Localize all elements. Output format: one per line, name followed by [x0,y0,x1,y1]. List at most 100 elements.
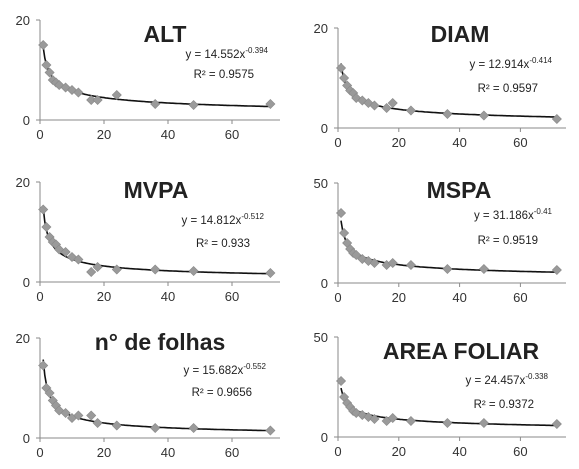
x-tick-label: 60 [225,445,239,460]
x-tick-label: 0 [36,445,43,460]
x-tick-label: 40 [161,127,175,142]
data-point [551,113,562,125]
r-squared-label: R² = 0.9372 [474,399,534,411]
data-point [442,108,453,120]
data-point [111,420,122,431]
chart-panel-3: 0 20 40 60 0 20 MVPA y = 14.812x-0.512 R² = 0.93… [16,175,280,304]
equation-base: y = 15.682x [184,365,244,377]
y-tick-label: 20 [314,21,328,36]
data-point [150,98,161,110]
data-point [265,425,276,436]
y-tick-label: 0 [23,431,30,446]
data-point [351,92,362,104]
r-squared-label: R² = 0.9575 [194,69,254,81]
data-point [478,263,489,275]
equation-label: y = 12.914x-0.414 [470,56,553,71]
x-tick-label: 60 [225,127,239,142]
data-point [44,67,55,78]
y-tick-label: 20 [16,331,30,346]
x-tick-label: 0 [36,289,43,304]
r-squared-label: R² = 0.9519 [478,235,538,247]
data-point [60,246,71,258]
chart-panel-5: 0 20 40 60 0 20 n° de folhas y = 15.682x-0.552 R… [16,329,280,460]
y-tick-label: 20 [16,175,30,190]
chart-title: DIAM [431,21,490,47]
y-tick-label: 20 [16,13,30,28]
chart-panel-6: 0 20 40 60 0 50 AREA FOLIAR y = 24.457x-0.338 R²… [314,330,566,459]
data-point [60,407,71,419]
data-point [111,264,122,275]
data-point [188,265,199,277]
x-tick-label: 40 [161,445,175,460]
data-point [405,415,416,427]
x-tick-label: 40 [452,290,466,305]
x-tick-label: 60 [513,290,527,305]
data-point [387,412,398,424]
y-tick-label: 50 [314,330,328,345]
x-tick-label: 20 [97,289,111,304]
x-tick-label: 40 [161,289,175,304]
equation-base: y = 14.552x [186,49,246,61]
r-squared-label: R² = 0.9656 [192,387,252,399]
equation-base: y = 24.457x [466,375,526,387]
data-point [92,94,103,106]
x-tick-label: 20 [97,127,111,142]
x-tick-label: 0 [334,444,341,459]
data-point [369,413,380,425]
data-point [73,410,84,421]
y-tick-label: 0 [321,430,328,445]
x-tick-label: 40 [452,444,466,459]
x-tick-label: 40 [452,135,466,150]
data-point [265,98,276,110]
equation-label: y = 14.552x-0.394 [186,46,269,61]
data-point [44,387,55,399]
data-point [339,227,350,239]
data-point [86,410,97,421]
equation-label: y = 15.682x-0.552 [184,362,267,377]
x-tick-label: 20 [392,444,406,459]
data-point [336,207,347,219]
x-tick-label: 60 [225,289,239,304]
y-tick-label: 0 [321,121,328,136]
data-point [111,89,122,101]
y-tick-label: 0 [23,275,30,290]
data-point [265,267,276,279]
data-point [92,417,103,429]
data-point [38,360,49,371]
y-tick-label: 50 [314,176,328,191]
data-point [150,422,161,434]
equation-exponent: -0.414 [529,56,552,65]
equation-label: y = 31.186x-0.41 [474,207,553,222]
equation-base: y = 14.812x [182,215,242,227]
x-tick-label: 20 [392,135,406,150]
chart-title: ALT [143,21,186,47]
data-point [387,97,398,109]
equation-label: y = 24.457x-0.338 [466,372,549,387]
y-tick-label: 0 [23,113,30,128]
chart-panel-2: 0 20 40 60 0 20 DIAM y = 12.914x-0.414 R² = 0.95… [314,21,566,150]
data-point [66,84,78,96]
x-tick-label: 0 [334,290,341,305]
data-point [387,257,398,269]
data-point [336,62,347,74]
data-point [92,261,103,273]
y-tick-label: 0 [321,276,328,291]
chart-title: n° de folhas [95,329,226,355]
data-point [38,204,49,215]
equation-exponent: -0.41 [534,207,553,216]
data-point [41,221,52,233]
data-point [363,97,374,109]
data-point [73,254,84,265]
data-point [442,417,453,429]
data-point [405,105,416,116]
equation-exponent: -0.552 [243,362,266,371]
x-tick-label: 60 [513,135,527,150]
chart-title: AREA FOLIAR [383,338,540,364]
data-point [150,264,161,275]
data-point [73,87,84,98]
data-point [188,99,199,111]
equation-exponent: -0.512 [241,212,264,221]
data-point [369,100,380,111]
